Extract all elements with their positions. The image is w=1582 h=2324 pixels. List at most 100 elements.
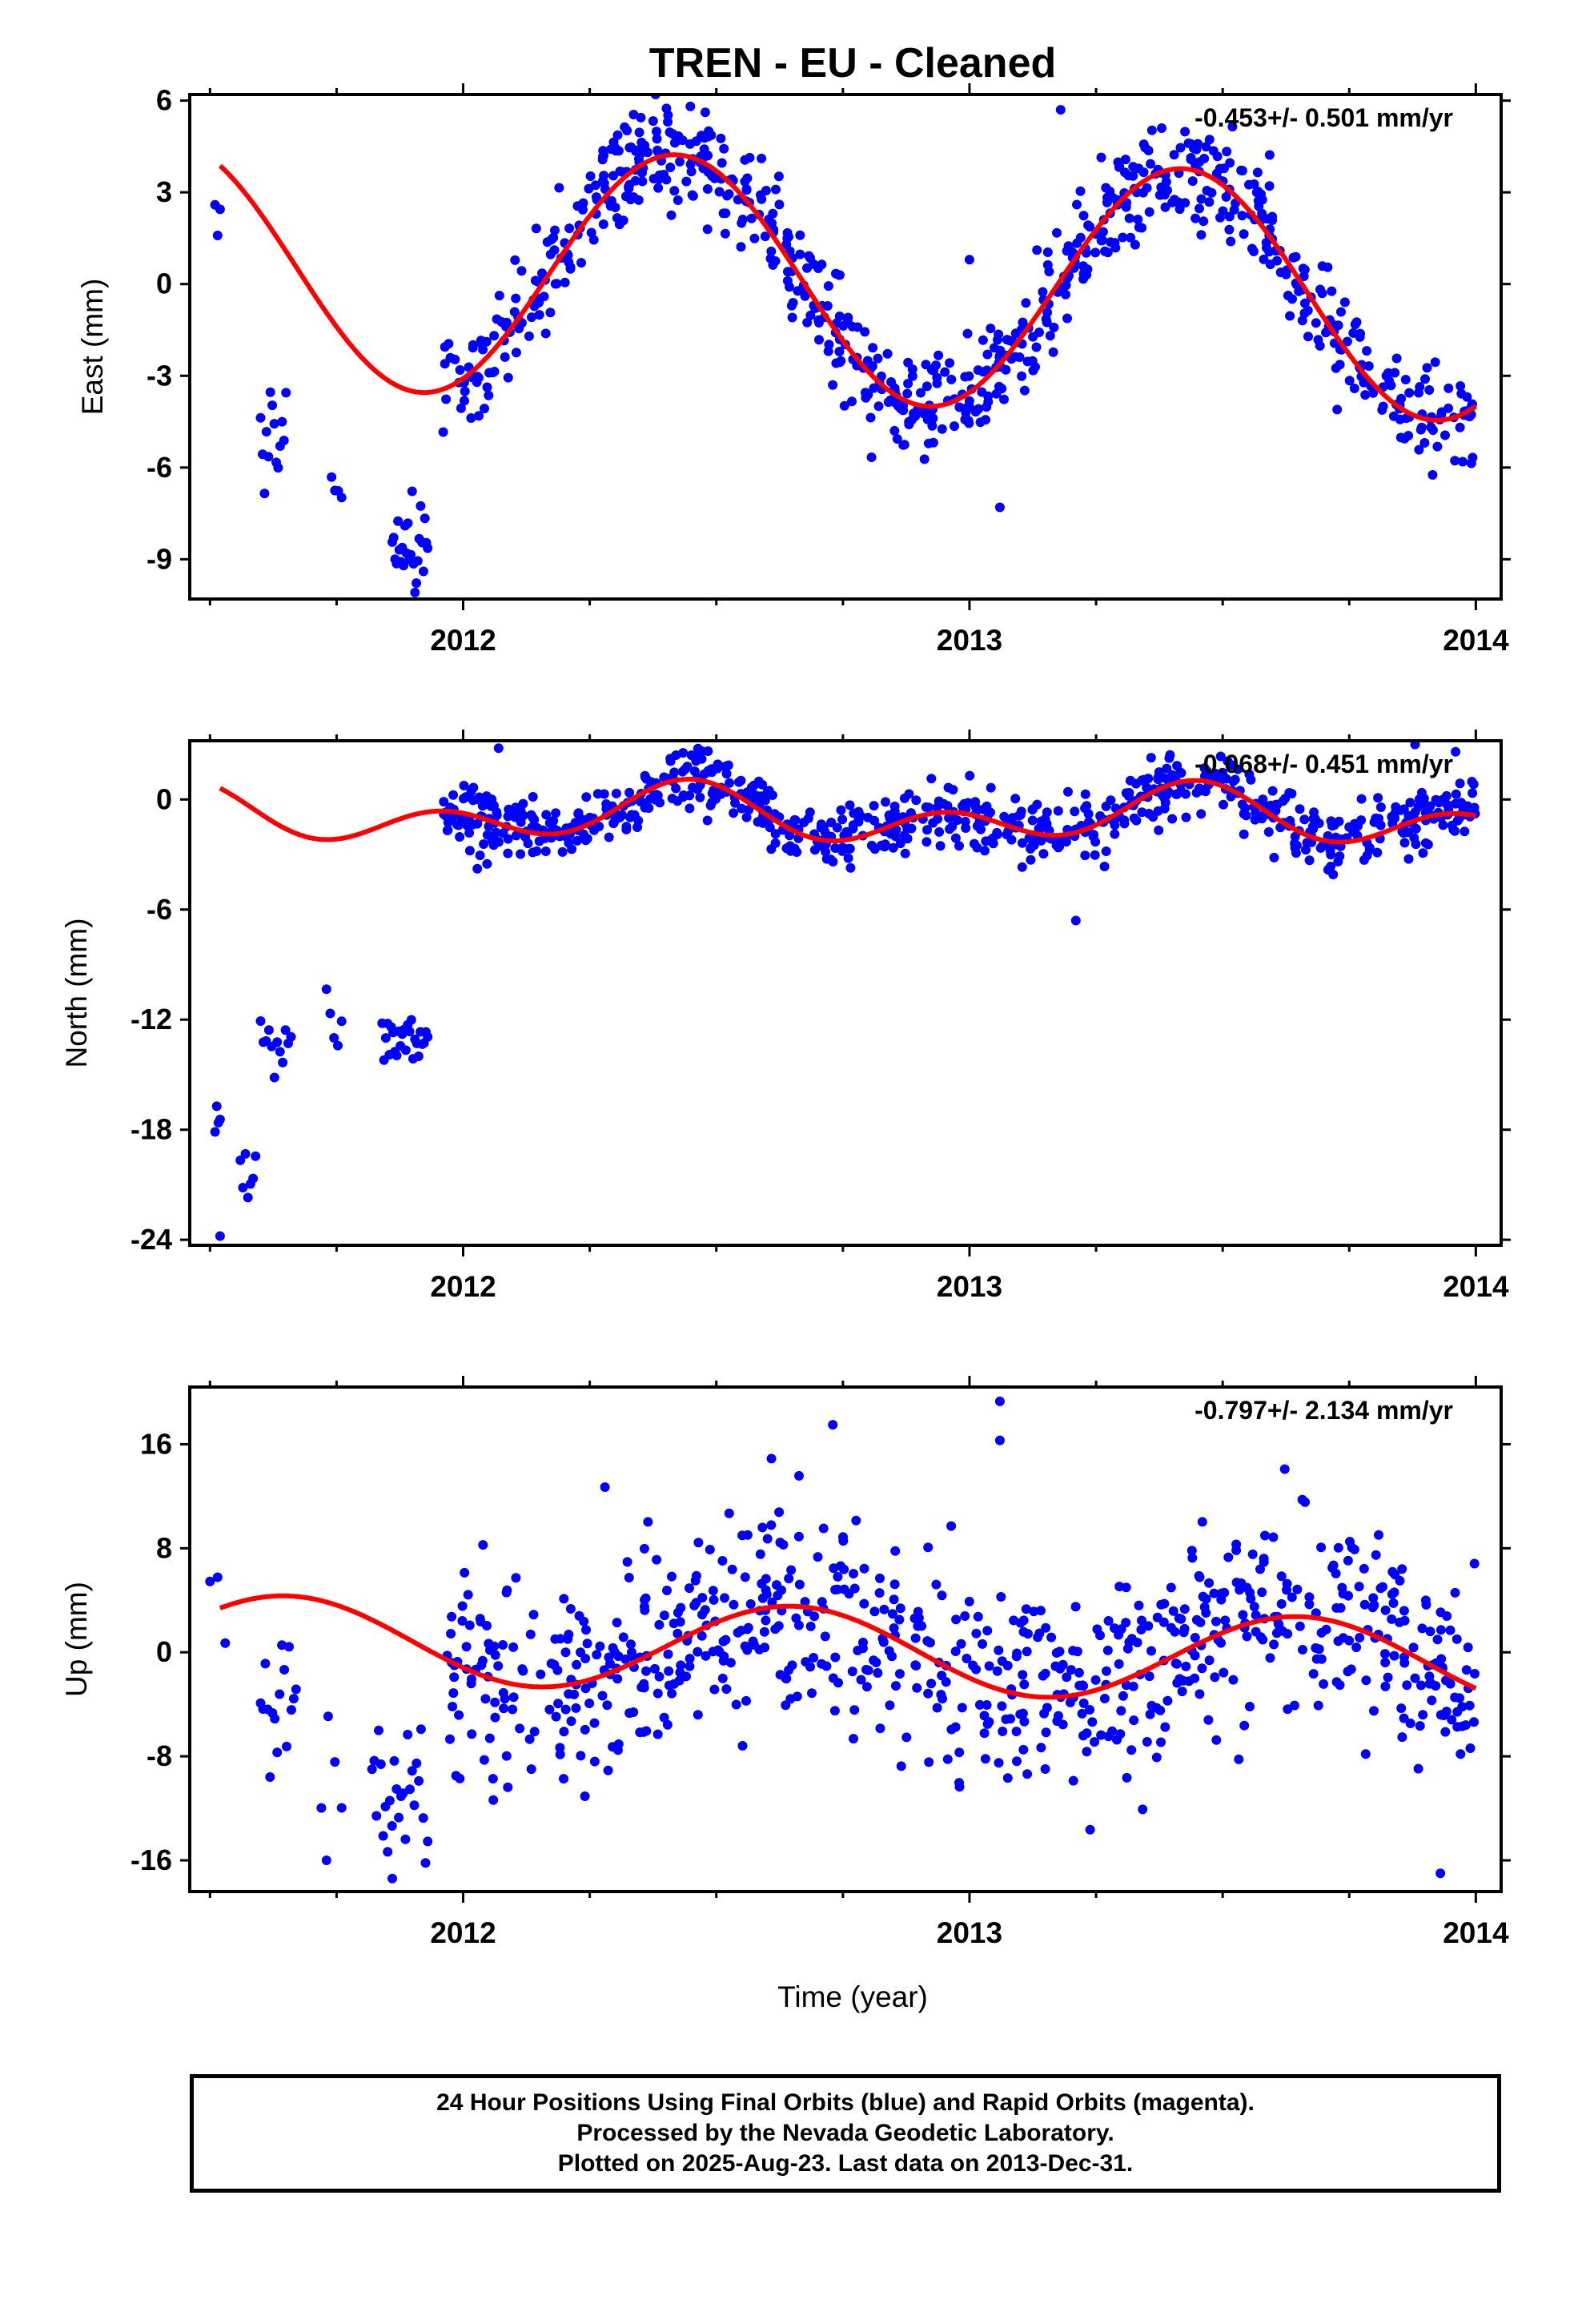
data-point bbox=[595, 1641, 605, 1651]
data-point bbox=[508, 1642, 519, 1652]
data-point bbox=[814, 335, 824, 345]
data-point bbox=[703, 746, 713, 756]
data-point bbox=[984, 1661, 994, 1671]
data-point bbox=[923, 1542, 934, 1553]
data-point bbox=[835, 1561, 845, 1571]
data-point bbox=[971, 1664, 982, 1675]
data-point bbox=[1315, 842, 1326, 853]
data-point bbox=[1234, 1754, 1244, 1764]
data-point bbox=[455, 1773, 465, 1783]
data-point bbox=[697, 1593, 708, 1602]
data-point bbox=[686, 167, 697, 177]
data-point bbox=[627, 1647, 636, 1658]
data-point bbox=[459, 794, 468, 804]
data-point bbox=[825, 854, 836, 865]
data-point bbox=[1342, 336, 1352, 347]
data-point bbox=[523, 838, 533, 849]
data-point bbox=[1299, 298, 1310, 308]
data-point bbox=[518, 1666, 528, 1676]
data-point bbox=[416, 501, 426, 511]
data-point bbox=[1018, 1744, 1029, 1755]
data-point bbox=[211, 1101, 222, 1112]
data-point bbox=[600, 1482, 610, 1492]
data-point bbox=[1074, 1667, 1084, 1678]
data-point bbox=[1017, 862, 1027, 872]
data-point bbox=[1156, 1737, 1166, 1747]
data-point bbox=[286, 1031, 296, 1042]
data-point bbox=[490, 1697, 500, 1707]
data-point bbox=[695, 792, 705, 802]
data-point bbox=[412, 1758, 422, 1768]
data-point bbox=[467, 1729, 477, 1739]
data-point bbox=[1251, 187, 1262, 198]
data-point bbox=[1026, 854, 1036, 865]
data-point bbox=[383, 1847, 393, 1857]
data-point bbox=[821, 846, 831, 857]
data-point bbox=[888, 842, 898, 853]
data-point bbox=[391, 1051, 402, 1060]
data-point bbox=[581, 792, 592, 802]
data-point bbox=[992, 1666, 1002, 1676]
data-point bbox=[1239, 229, 1249, 239]
data-point bbox=[1349, 384, 1359, 393]
data-point bbox=[489, 331, 500, 341]
data-point bbox=[1226, 236, 1236, 247]
data-point bbox=[1344, 376, 1355, 386]
data-point bbox=[1120, 155, 1130, 165]
data-point bbox=[1125, 775, 1135, 786]
data-point bbox=[333, 1040, 343, 1051]
data-point bbox=[873, 401, 884, 412]
data-point bbox=[1397, 1564, 1407, 1574]
data-point bbox=[1144, 207, 1154, 217]
data-point bbox=[1427, 470, 1438, 480]
data-point bbox=[1344, 1635, 1355, 1646]
data-point bbox=[1455, 422, 1465, 432]
data-point bbox=[1295, 804, 1305, 814]
data-point bbox=[1359, 377, 1369, 388]
data-point bbox=[281, 388, 291, 398]
data-point bbox=[973, 365, 983, 376]
data-point bbox=[542, 237, 552, 247]
data-point bbox=[889, 425, 900, 436]
data-point bbox=[321, 984, 331, 995]
data-point bbox=[508, 1692, 519, 1703]
data-point bbox=[794, 1579, 805, 1590]
data-point bbox=[449, 1672, 460, 1683]
data-point bbox=[1378, 1582, 1387, 1592]
data-point bbox=[1138, 167, 1149, 178]
data-point bbox=[291, 1684, 301, 1695]
data-point bbox=[612, 130, 623, 140]
data-point bbox=[516, 849, 526, 859]
data-point bbox=[741, 185, 752, 195]
data-point bbox=[1430, 357, 1440, 368]
data-point bbox=[954, 841, 964, 851]
data-point bbox=[701, 1651, 711, 1661]
data-point bbox=[971, 1628, 982, 1638]
data-point bbox=[997, 1701, 1007, 1711]
data-point bbox=[485, 1645, 495, 1655]
data-point bbox=[1218, 767, 1228, 778]
data-point bbox=[1326, 850, 1336, 860]
data-point bbox=[932, 1703, 942, 1713]
data-point bbox=[407, 1766, 417, 1776]
data-point bbox=[625, 812, 636, 822]
data-point bbox=[1452, 1722, 1463, 1732]
data-point bbox=[1082, 1728, 1092, 1739]
data-point bbox=[737, 215, 748, 224]
data-point bbox=[702, 815, 713, 826]
data-point bbox=[259, 489, 270, 499]
data-point bbox=[1119, 818, 1130, 829]
data-point bbox=[922, 1636, 933, 1647]
data-point bbox=[1177, 1687, 1187, 1697]
data-point bbox=[887, 1609, 897, 1619]
data-point bbox=[1333, 1636, 1343, 1647]
data-point bbox=[1237, 211, 1247, 221]
model-curve-up bbox=[219, 1593, 1477, 1700]
data-point bbox=[951, 1614, 962, 1625]
data-point bbox=[448, 1702, 458, 1711]
data-point bbox=[420, 1858, 431, 1868]
data-point bbox=[1418, 1710, 1428, 1720]
data-point bbox=[441, 394, 452, 404]
data-point bbox=[836, 805, 846, 815]
data-point bbox=[1046, 1632, 1057, 1642]
